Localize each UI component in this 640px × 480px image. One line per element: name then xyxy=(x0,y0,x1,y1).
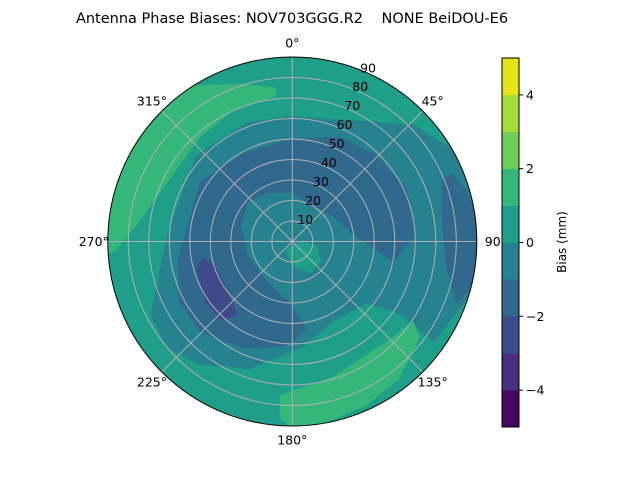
colorbar-segment xyxy=(502,279,519,317)
colorbar-segment xyxy=(502,58,519,96)
colorbar-segment xyxy=(502,205,519,243)
angular-tick-label: 180° xyxy=(277,433,307,448)
colorbar-segment xyxy=(502,168,519,206)
angular-tick-label: 135° xyxy=(418,374,448,389)
contour-region-2 xyxy=(441,173,477,304)
colorbar-tick-label: 4 xyxy=(526,87,534,102)
colorbar-tick-label: 2 xyxy=(526,161,534,176)
contour-region-3 xyxy=(195,257,238,320)
angular-gridline xyxy=(291,241,424,373)
angular-tick-label: 0° xyxy=(285,36,299,51)
angular-tick-label: 315° xyxy=(137,94,167,109)
radial-tick-label: 60 xyxy=(337,117,353,132)
polar-frame xyxy=(107,56,478,427)
radial-tick-label: 70 xyxy=(344,98,360,113)
colorbar-tick-label: −2 xyxy=(526,309,544,324)
radial-tick-label: 20 xyxy=(305,193,321,208)
chart-title: Antenna Phase Biases: NOV703GGG.R2 NONE … xyxy=(76,11,508,27)
radial-tick-label: 40 xyxy=(321,155,337,170)
angular-tick-label: 90 xyxy=(485,234,501,249)
colorbar-segment xyxy=(502,390,519,428)
colorbar: −4 −2 0 2 4 xyxy=(501,57,544,428)
angular-gridline xyxy=(161,110,293,242)
angular-tick-label: 270° xyxy=(79,234,109,249)
radial-tick-label: 80 xyxy=(352,79,368,94)
radial-tick-label: 30 xyxy=(313,174,329,189)
angular-tick-label: 45° xyxy=(422,94,444,109)
angular-tick-label: 225° xyxy=(137,374,167,389)
angular-gridline xyxy=(291,110,424,242)
radial-tick-label: 10 xyxy=(297,212,313,227)
colorbar-segment xyxy=(502,316,519,354)
colorbar-segment xyxy=(502,94,519,133)
colorbar-segment xyxy=(502,131,519,169)
contour-region-6 xyxy=(279,321,420,426)
colorbar-segment xyxy=(502,242,519,280)
colorbar-tick-label: −4 xyxy=(526,383,544,398)
colorbar-label: Bias (mm) xyxy=(555,211,569,273)
colorbar-tick-label: 0 xyxy=(526,235,534,250)
radial-tick-label: 50 xyxy=(329,136,345,151)
polar-plot-area: 0° 45° 90 135° 180° 225° 270° 315° 10 20 30 40 50 60 7… xyxy=(79,36,501,448)
angular-gridline xyxy=(161,241,293,373)
radial-tick-label: 90 xyxy=(360,60,376,75)
colorbar-segment xyxy=(502,353,519,391)
